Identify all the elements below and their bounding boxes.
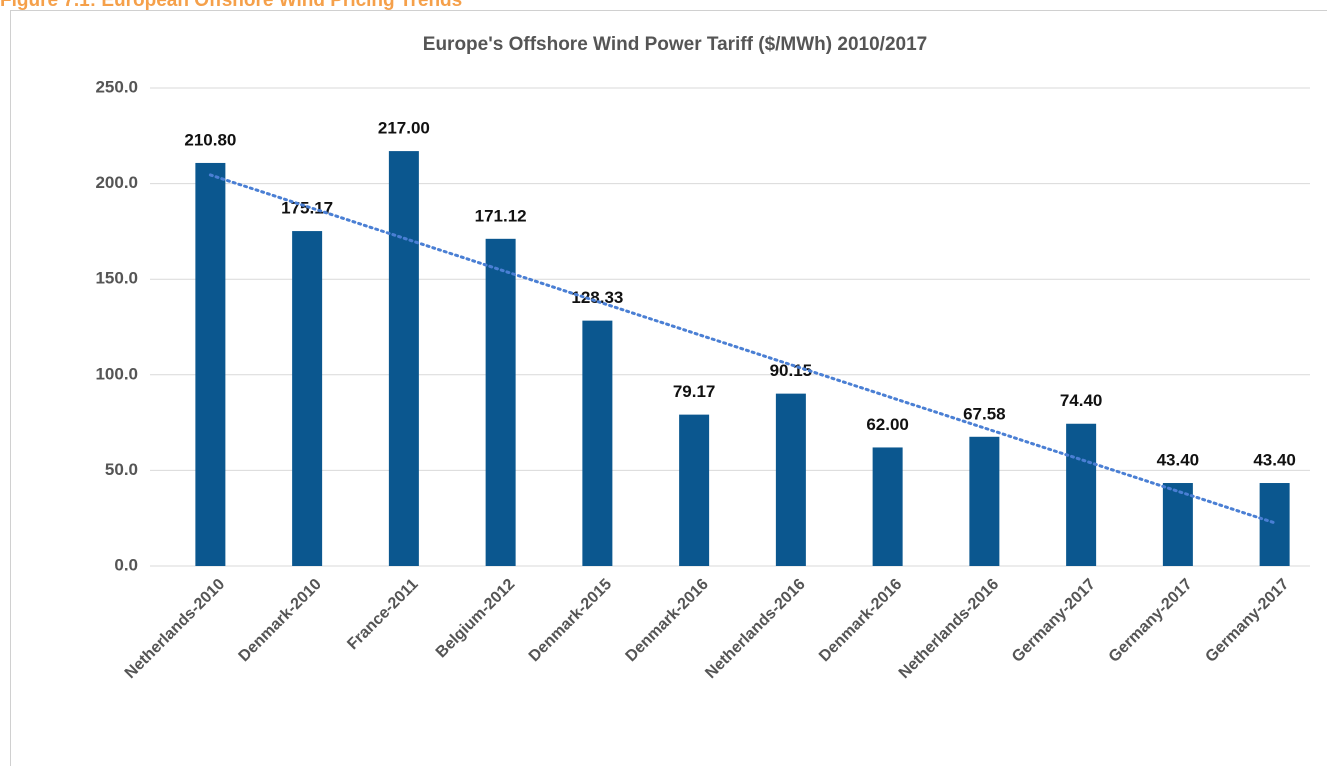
data-label: 171.12 (475, 206, 527, 225)
trendline (208, 173, 1277, 525)
bar (195, 162, 226, 567)
x-tick-label: Netherlands-2016 (702, 576, 808, 682)
data-label: 43.40 (1253, 451, 1296, 470)
y-tick-label: 100.0 (95, 364, 138, 383)
bar (872, 447, 903, 566)
x-tick-label: France-2011 (344, 576, 422, 654)
bar (679, 414, 710, 566)
x-tick-label: Denmark-2016 (623, 576, 712, 665)
figure-caption: Figure 7.1: European Offshore Wind Prici… (0, 0, 462, 11)
data-label: 128.33 (571, 288, 623, 307)
data-label: 79.17 (673, 382, 716, 401)
bar (292, 231, 323, 567)
x-tick-label: Denmark-2015 (526, 576, 615, 665)
bar (1259, 483, 1290, 566)
x-tick-label: Denmark-2010 (236, 576, 325, 665)
bar (775, 393, 806, 566)
x-tick-label: Belgium-2012 (433, 576, 519, 662)
data-label: 90.15 (770, 361, 813, 380)
data-label: 62.00 (866, 415, 909, 434)
y-tick-label: 50.0 (105, 460, 138, 479)
chart-title: Europe's Offshore Wind Power Tariff ($/M… (423, 34, 927, 55)
plot: 0.0 50.0 100.0 150.0 200.0 250.0 210.80 Netherl… (95, 77, 1310, 682)
data-label: 217.00 (378, 119, 430, 138)
bar (582, 320, 613, 566)
bar (1162, 483, 1193, 566)
data-label: 74.40 (1060, 391, 1103, 410)
y-tick-label: 250.0 (95, 77, 138, 96)
data-label: 67.58 (963, 404, 1006, 423)
data-label: 210.80 (184, 130, 236, 149)
bar (388, 151, 419, 566)
x-tick-label: Denmark-2016 (816, 576, 905, 665)
x-tick-label: Netherlands-2010 (122, 576, 228, 682)
y-tick-label: 200.0 (95, 173, 138, 192)
bar (969, 436, 1000, 566)
x-tick-label: Netherlands-2016 (896, 576, 1002, 682)
chart-frame (10, 10, 1327, 766)
y-tick-label: 150.0 (95, 269, 138, 288)
data-label: 43.40 (1157, 451, 1200, 470)
y-tick-label: 0.0 (114, 555, 138, 574)
bar (485, 238, 516, 567)
bar (1066, 423, 1097, 566)
x-tick-label: Germany-2017 (1009, 576, 1099, 666)
x-tick-label: Germany-2017 (1202, 576, 1292, 666)
x-tick-label: Germany-2017 (1106, 576, 1196, 666)
